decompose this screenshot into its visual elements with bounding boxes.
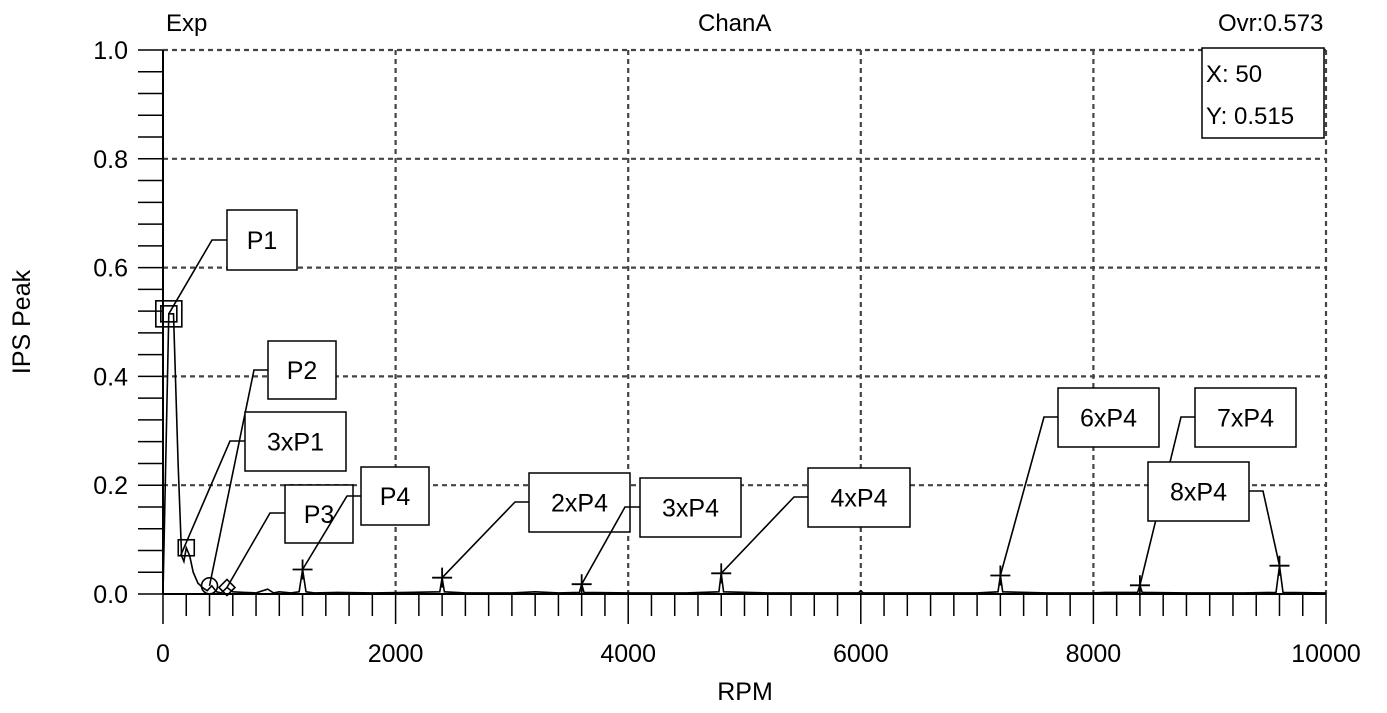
annotation-label: 7xP4 (1217, 405, 1274, 433)
y-tick-label: 0.4 (93, 363, 128, 391)
annotation-box (528, 472, 631, 533)
marker-layer (155, 300, 1290, 597)
x-tick-label: 6000 (833, 640, 889, 668)
cursor-readout-y: Y: 0.515 (1206, 103, 1294, 130)
marker-circle (200, 577, 219, 595)
annotation-leader (301, 495, 361, 570)
x-axis-label: RPM (717, 678, 773, 706)
axes-layer: 0 2000 4000 6000 8000 10000 0.0 0.2 0.4 0.6 0.8 1.0 (93, 37, 1361, 668)
label-layer: RPM IPS Peak (8, 269, 773, 706)
annotation-leader (168, 239, 227, 315)
chart-title: ChanA (698, 10, 772, 37)
annotation-box (267, 340, 337, 400)
annotation-leader (1139, 416, 1195, 586)
cursor-readout-x: X: 50 (1206, 61, 1262, 88)
annotation-label: 8xP4 (1170, 479, 1227, 507)
marker-diamond (217, 578, 237, 597)
annotation-box (1147, 461, 1250, 522)
overall-value: Ovr:0.573 (1218, 10, 1324, 37)
annotation-leader (441, 501, 529, 579)
annotation-label: 3xP4 (662, 495, 719, 523)
annotation-label: P1 (247, 227, 278, 255)
annotation-leader (179, 440, 245, 557)
annotation-box (639, 477, 742, 538)
annotation-label: 4xP4 (831, 485, 888, 513)
y-tick-label: 0.8 (93, 146, 128, 174)
y-tick-label: 0.2 (93, 472, 128, 500)
series-layer (162, 313, 1327, 595)
annotation-leader (1249, 490, 1281, 566)
annotation-leader (720, 496, 808, 574)
annotation-label: 2xP4 (551, 490, 608, 518)
annotation-leader (226, 512, 285, 588)
x-tick-label: 10000 (1291, 640, 1361, 668)
marker-square-outer (155, 300, 183, 328)
cursor-readout-box (1201, 47, 1325, 139)
y-tick-label: 0.0 (93, 581, 128, 609)
y-tick-label: 1.0 (93, 37, 128, 65)
annotation-box (1194, 387, 1297, 448)
series-line (162, 313, 1327, 595)
annotation-box (226, 209, 298, 271)
marker-square-inner (160, 305, 178, 323)
y-axis-label: IPS Peak (8, 269, 36, 374)
x-tick-label: 8000 (1066, 640, 1122, 668)
annotation-label: P4 (380, 483, 411, 511)
y-tick-label: 0.6 (93, 255, 128, 283)
annotation-leader (208, 369, 268, 587)
annotation-label: P2 (287, 357, 318, 385)
annotation-label: 6xP4 (1080, 405, 1137, 433)
x-tick-label: 0 (156, 640, 170, 668)
annotation-box (244, 411, 347, 472)
x-tick-label: 2000 (368, 640, 424, 668)
annotation-leader (999, 416, 1058, 576)
header-left-label: Exp (166, 10, 208, 37)
marker-square (177, 538, 196, 557)
annotation-box (284, 484, 354, 544)
annotation-box (807, 467, 911, 528)
cursor-readout: X: 50 Y: 0.515 (1201, 47, 1325, 139)
annotation-label: 3xP1 (267, 429, 324, 457)
grid-layer (163, 48, 1328, 594)
x-tick-label: 4000 (600, 640, 656, 668)
annotation-box (1057, 387, 1160, 448)
annotation-box (360, 466, 430, 526)
annotation-leader (580, 506, 640, 585)
